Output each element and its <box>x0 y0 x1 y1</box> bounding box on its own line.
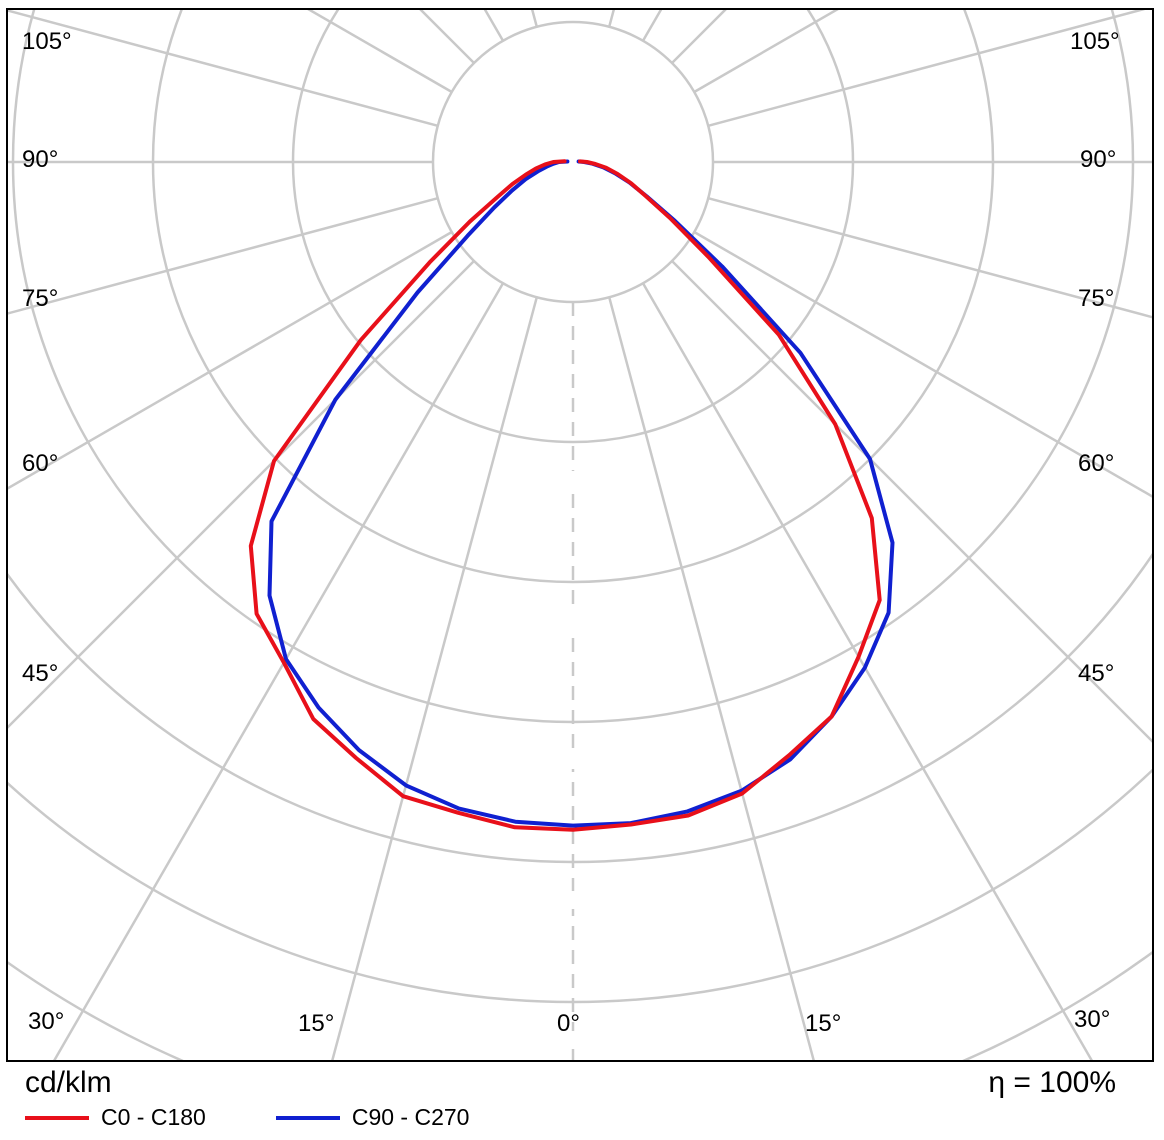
curve-C0-C180 <box>248 159 882 832</box>
angle-label: 15° <box>805 1010 842 1037</box>
legend-swatch-red <box>25 1115 89 1120</box>
ring-label-box <box>558 611 588 629</box>
legend: C0 - C180 C90 - C270 <box>25 1104 499 1140</box>
curve-C90-C270 <box>267 159 895 828</box>
grid-radial <box>8 260 475 729</box>
angle-label: 45° <box>1078 660 1115 687</box>
grid-radial <box>607 296 815 1060</box>
grid-radial <box>693 230 1152 498</box>
angle-label: 15° <box>298 1010 335 1037</box>
polar-chart <box>8 10 1152 1060</box>
grid-radial <box>8 196 439 315</box>
angle-label: 60° <box>1078 450 1115 477</box>
ring-label-box <box>558 891 588 909</box>
legend-label-c0-c180: C0 - C180 <box>101 1104 206 1130</box>
grid-radial <box>707 10 1146 128</box>
angle-label: 0° <box>557 1010 580 1037</box>
angle-label: 45° <box>22 660 59 687</box>
ring-label-box <box>558 471 588 489</box>
angle-label: 105° <box>1070 28 1120 55</box>
grid-radial <box>53 282 505 1060</box>
grid-radial <box>707 196 1152 319</box>
grid-radial <box>8 230 453 490</box>
legend-swatch-blue <box>275 1115 340 1120</box>
grid-ring <box>8 768 1152 1003</box>
efficiency-label: η = 100% <box>988 1066 1116 1099</box>
legend-item-c0-c180: C0 - C180 <box>25 1104 236 1140</box>
polar-plot-frame: 105° 105° 90° 90° 75° 75° 60° 60° 45° 45° 30° 15° 0°… <box>6 8 1154 1062</box>
grid-radial <box>8 10 439 128</box>
grid-radial <box>607 10 615 28</box>
grid-radial <box>307 10 453 94</box>
legend-item-c90-c270: C90 - C270 <box>275 1104 500 1140</box>
angle-label: 105° <box>22 28 72 55</box>
angle-label: 90° <box>1080 146 1117 173</box>
grid-ring <box>431 20 715 304</box>
unit-label: cd/klm <box>25 1066 112 1099</box>
angle-label: 60° <box>22 450 59 477</box>
grid-radial <box>483 10 505 42</box>
grid-radial <box>331 296 539 1060</box>
legend-label-c90-c270: C90 - C270 <box>351 1104 470 1130</box>
angle-label: 75° <box>22 285 59 312</box>
angle-label: 90° <box>22 146 59 173</box>
ring-label-box <box>558 751 588 769</box>
grid-ring <box>8 552 1152 864</box>
grid-radial <box>419 10 475 64</box>
ring-label-box <box>558 1031 588 1049</box>
angle-label: 75° <box>1078 285 1115 312</box>
angle-label: 30° <box>28 1008 65 1035</box>
grid-radial <box>641 282 1093 1060</box>
grid-radial <box>531 10 539 28</box>
angle-label: 30° <box>1074 1006 1111 1033</box>
